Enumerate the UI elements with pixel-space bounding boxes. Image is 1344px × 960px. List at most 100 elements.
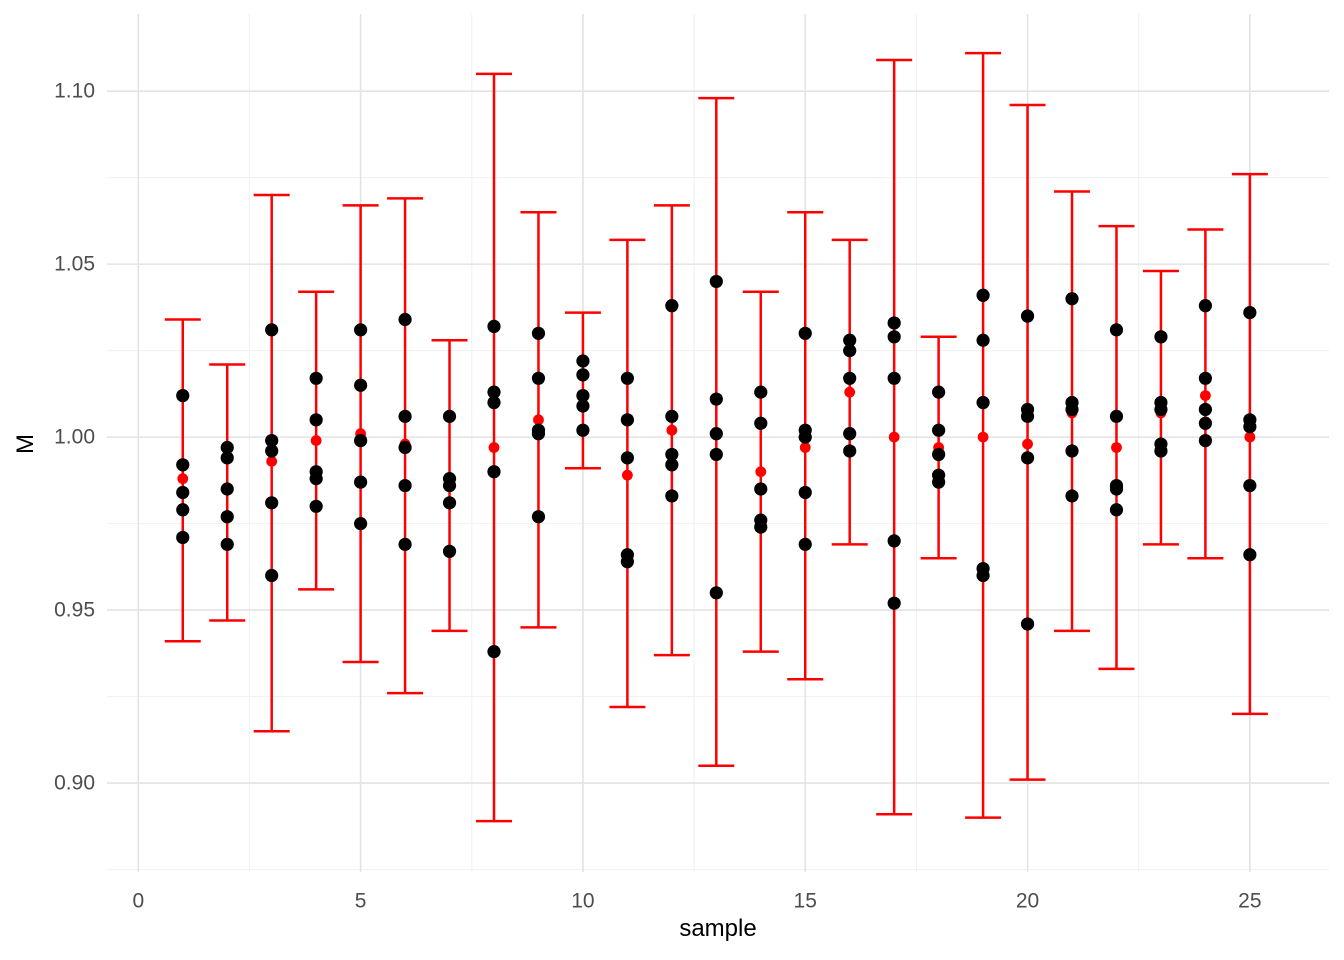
data-point xyxy=(531,510,546,524)
data-point xyxy=(665,458,679,472)
data-point xyxy=(487,395,501,410)
data-point xyxy=(887,330,901,344)
data-point xyxy=(1020,409,1035,423)
data-point xyxy=(620,371,634,385)
mean-point xyxy=(266,455,278,467)
data-point xyxy=(843,344,857,358)
data-point xyxy=(398,312,412,327)
mean-point xyxy=(177,473,189,485)
data-point xyxy=(220,537,234,551)
data-point xyxy=(354,517,368,531)
data-point xyxy=(354,378,368,392)
data-point xyxy=(487,645,501,659)
mean-point xyxy=(755,466,767,478)
data-point xyxy=(976,395,990,410)
mean-point xyxy=(977,431,989,443)
data-point xyxy=(976,288,990,302)
data-point xyxy=(487,319,501,334)
y-tick-label: 1.05 xyxy=(54,253,95,276)
data-point xyxy=(176,485,190,500)
data-point xyxy=(754,520,768,534)
data-point xyxy=(487,385,501,399)
data-point xyxy=(220,440,234,455)
data-point xyxy=(1154,330,1168,344)
data-point xyxy=(1154,402,1168,417)
data-point xyxy=(709,392,723,406)
data-point xyxy=(798,430,812,444)
data-point xyxy=(1109,482,1124,496)
data-point xyxy=(798,485,812,500)
data-point xyxy=(442,544,457,558)
data-point xyxy=(531,427,546,441)
mean-point xyxy=(844,386,856,398)
y-tick-label: 0.90 xyxy=(54,772,95,795)
data-point xyxy=(620,451,634,465)
mean-point xyxy=(888,431,900,443)
data-point xyxy=(709,447,723,462)
data-point xyxy=(932,423,946,437)
y-tick-label: 0.95 xyxy=(54,599,95,622)
data-point xyxy=(1020,309,1035,323)
x-axis-title: sample xyxy=(679,915,757,942)
data-point xyxy=(220,451,234,465)
mean-point xyxy=(310,435,322,446)
mean-point xyxy=(488,442,500,453)
data-point xyxy=(531,371,546,385)
mean-point xyxy=(621,469,633,481)
data-point xyxy=(487,465,501,479)
data-point xyxy=(1198,433,1212,448)
y-tick-label: 1.00 xyxy=(54,426,95,449)
data-point xyxy=(709,586,723,600)
x-tick-label: 25 xyxy=(1238,890,1261,913)
x-tick-label: 5 xyxy=(355,890,367,913)
data-point xyxy=(1020,451,1035,465)
data-point xyxy=(798,537,812,551)
data-point xyxy=(354,433,368,448)
data-point xyxy=(1198,402,1212,417)
mean-point xyxy=(533,414,544,426)
data-point xyxy=(754,416,768,430)
y-axis-title: M xyxy=(12,434,39,454)
data-point xyxy=(265,323,279,337)
data-point xyxy=(887,316,901,330)
mean-point xyxy=(1199,390,1211,402)
data-point xyxy=(220,482,234,496)
data-point xyxy=(265,568,279,583)
data-point xyxy=(887,534,901,548)
y-tick-label: 1.10 xyxy=(54,80,95,103)
data-point xyxy=(1109,323,1124,337)
data-point xyxy=(1065,444,1079,458)
x-tick-label: 10 xyxy=(571,890,594,913)
data-point xyxy=(1109,409,1124,423)
data-point xyxy=(1243,305,1257,320)
data-point xyxy=(309,371,323,385)
data-point xyxy=(665,447,679,462)
data-point xyxy=(398,440,412,455)
x-tick-label: 20 xyxy=(1016,890,1039,913)
data-point xyxy=(576,399,590,413)
data-point xyxy=(398,409,412,423)
data-point xyxy=(442,496,457,510)
data-point xyxy=(1198,371,1212,385)
mean-point xyxy=(799,442,811,453)
data-point xyxy=(176,530,190,545)
data-point xyxy=(176,503,190,517)
data-point xyxy=(354,323,368,337)
x-tick-label: 0 xyxy=(132,890,144,913)
mean-point xyxy=(1111,442,1122,453)
data-point xyxy=(620,555,634,569)
data-point xyxy=(1243,420,1257,434)
data-point xyxy=(932,475,946,489)
data-point xyxy=(1065,489,1079,503)
data-point xyxy=(398,537,412,551)
data-point xyxy=(843,427,857,441)
data-point xyxy=(309,472,323,486)
data-point xyxy=(665,489,679,503)
data-point xyxy=(398,478,412,493)
data-point xyxy=(620,413,634,427)
data-point xyxy=(665,409,679,423)
data-point xyxy=(1065,292,1079,306)
data-point xyxy=(754,482,768,496)
data-point xyxy=(1198,416,1212,430)
data-point xyxy=(709,427,723,441)
